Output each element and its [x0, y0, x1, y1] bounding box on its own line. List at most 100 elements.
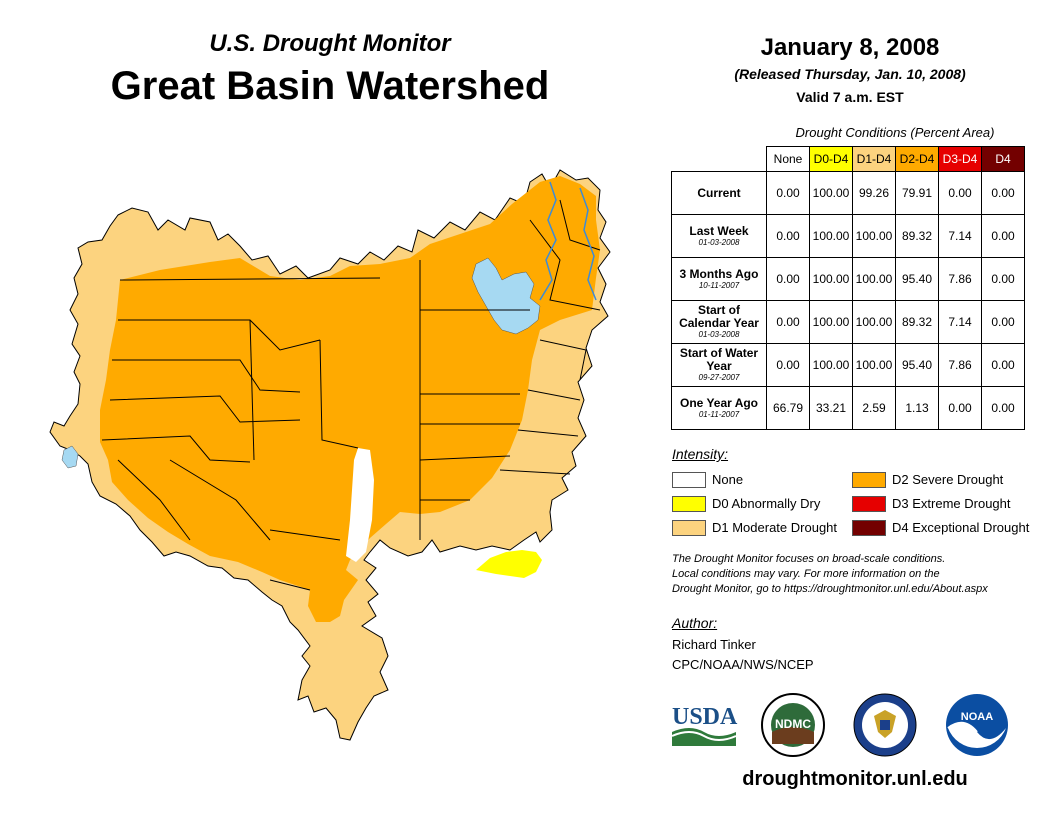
table-cell: 0.00 — [766, 214, 810, 258]
table-cell: 0.00 — [766, 343, 810, 387]
row-label-text: Start of Calendar Year — [679, 303, 759, 330]
col-header-d4: D4 — [981, 146, 1025, 172]
table-cell: 100.00 — [852, 300, 896, 344]
table-cell: 0.00 — [766, 300, 810, 344]
conditions-caption: Drought Conditions (Percent Area) — [795, 125, 995, 140]
author-name: Richard Tinker — [672, 637, 756, 652]
table-cell: 100.00 — [809, 300, 853, 344]
row-date: 10-11-2007 — [698, 280, 740, 290]
table-cell: 100.00 — [809, 171, 853, 215]
table-cell: 95.40 — [895, 257, 939, 301]
release-date: (Released Thursday, Jan. 10, 2008) — [734, 66, 966, 82]
ndmc-logo-text: NDMC — [775, 717, 811, 731]
table-cell: 89.32 — [895, 300, 939, 344]
commerce-seal — [853, 693, 917, 757]
note-line: The Drought Monitor focuses on broad-sca… — [672, 553, 946, 565]
table-cell: 100.00 — [852, 257, 896, 301]
ndmc-logo: NDMC — [761, 693, 825, 757]
map-date: January 8, 2008 — [760, 34, 940, 61]
table-cell: 0.00 — [981, 386, 1025, 430]
row-label-text: Current — [697, 185, 741, 200]
legend-label: D3 Extreme Drought — [892, 496, 1011, 511]
map-title: Great Basin Watershed — [110, 64, 550, 108]
legend-swatch — [852, 496, 886, 512]
monitor-note: The Drought Monitor focuses on broad-sca… — [672, 552, 1052, 597]
legend-label: None — [712, 472, 744, 487]
watershed-map — [49, 169, 611, 741]
row-date: 01-03-2008 — [698, 330, 740, 339]
usda-logo: USDA — [671, 704, 738, 746]
table-cell: 0.00 — [981, 171, 1025, 215]
table-row: 3 Months Ago 10-11-2007 0.00 100.00 100.00 95… — [671, 257, 1025, 301]
col-header-d3-d4: D3-D4 — [938, 146, 982, 172]
table-cell: 66.79 — [766, 386, 810, 430]
note-line: Local conditions may vary. For more info… — [672, 568, 940, 580]
table-cell: 7.86 — [938, 257, 982, 301]
row-label: One Year Ago 01-11-2007 — [671, 386, 767, 430]
table-cell: 33.21 — [809, 386, 853, 430]
table-cell: 89.32 — [895, 214, 939, 258]
d2-region — [100, 176, 600, 622]
intensity-title: Intensity: — [672, 446, 729, 462]
table-cell: 7.86 — [938, 343, 982, 387]
small-lake — [61, 445, 79, 469]
table-cell: 0.00 — [981, 214, 1025, 258]
row-label: Start of Calendar Year 01-03-2008 — [671, 300, 767, 344]
row-label: Start of Water Year 09-27-2007 — [671, 343, 767, 387]
d0-region — [476, 550, 542, 578]
legend-label: D2 Severe Drought — [892, 472, 1004, 487]
table-cell: 7.14 — [938, 300, 982, 344]
legend-swatch — [672, 472, 706, 488]
great-salt-lake — [471, 257, 541, 335]
row-label-text: 3 Months Ago — [679, 266, 759, 281]
table-cell: 100.00 — [852, 343, 896, 387]
author-title: Author: — [672, 615, 718, 631]
row-date: 01-03-2008 — [698, 237, 740, 247]
legend-label: D4 Exceptional Drought — [892, 520, 1030, 535]
note-line: Drought Monitor, go to https://droughtmo… — [672, 583, 988, 595]
table-cell: 0.00 — [766, 257, 810, 301]
table-cell: 0.00 — [938, 386, 982, 430]
col-header-d0-d4: D0-D4 — [809, 146, 853, 172]
legend-swatch — [672, 496, 706, 512]
table-cell: 79.91 — [895, 171, 939, 215]
col-header-none: None — [766, 146, 810, 172]
table-cell: 0.00 — [981, 300, 1025, 344]
legend-swatch — [852, 520, 886, 536]
table-cell: 1.13 — [895, 386, 939, 430]
table-cell: 0.00 — [938, 171, 982, 215]
table-cell: 2.59 — [852, 386, 896, 430]
site-url[interactable]: droughtmonitor.unl.edu — [742, 768, 968, 790]
table-row: Start of Water Year 09-27-2007 0.00 100.00 1… — [671, 343, 1025, 387]
table-cell: 7.14 — [938, 214, 982, 258]
author-org: CPC/NOAA/NWS/NCEP — [672, 657, 814, 672]
legend-swatch — [852, 472, 886, 488]
row-label-text: Last Week — [689, 223, 749, 238]
row-date: 01-11-2007 — [698, 409, 740, 419]
col-header-d1-d4: D1-D4 — [852, 146, 896, 172]
row-label: Last Week 01-03-2008 — [671, 214, 767, 258]
table-cell: 99.26 — [852, 171, 896, 215]
valid-time: Valid 7 a.m. EST — [796, 89, 904, 105]
table-cell: 100.00 — [809, 343, 853, 387]
table-cell: 0.00 — [766, 171, 810, 215]
river — [539, 181, 557, 301]
table-row: One Year Ago 01-11-2007 66.79 33.21 2.59 1.13… — [671, 386, 1025, 430]
table-cell: 100.00 — [809, 214, 853, 258]
table-cell: 100.00 — [809, 257, 853, 301]
gap-region — [346, 448, 374, 562]
map-subtitle: U.S. Drought Monitor — [209, 30, 451, 57]
row-label: Current — [671, 171, 767, 215]
conditions-table: None D0-D4 D1-D4 D2-D4 D3-D4 D4 Current 0… — [671, 146, 1025, 430]
legend-label: D0 Abnormally Dry — [712, 496, 821, 511]
row-date: 09-27-2007 — [698, 373, 740, 382]
table-corner — [672, 147, 767, 172]
table-cell: 95.40 — [895, 343, 939, 387]
col-header-d2-d4: D2-D4 — [895, 146, 939, 172]
row-label: 3 Months Ago 10-11-2007 — [671, 257, 767, 301]
table-row: Start of Calendar Year 01-03-2008 0.00 100.… — [671, 300, 1025, 344]
legend-label: D1 Moderate Drought — [712, 520, 838, 535]
legend-swatch — [672, 520, 706, 536]
table-cell: 0.00 — [981, 343, 1025, 387]
noaa-logo: NOAA — [946, 694, 1008, 756]
